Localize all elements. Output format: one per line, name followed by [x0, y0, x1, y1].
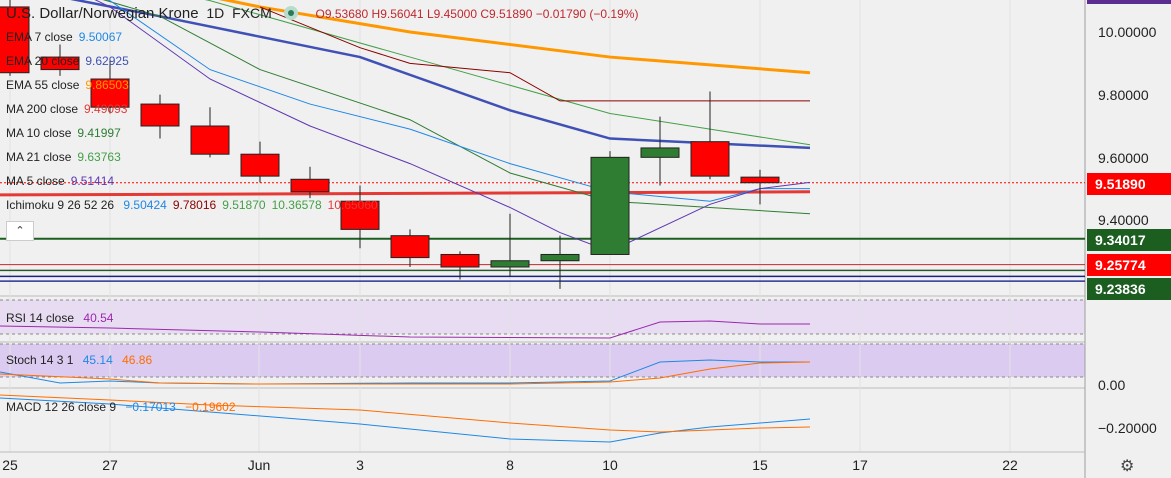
rsi-legend[interactable]: RSI 14 close 40.54 — [6, 311, 113, 325]
macd-signal-value: −0.19602 — [185, 400, 236, 414]
stoch-legend[interactable]: Stoch 14 3 1 45.14 46.86 — [6, 353, 152, 367]
ichimoku-value: 9.51870 — [222, 198, 266, 212]
ema55-line — [218, 0, 811, 75]
stoch-d-line — [0, 361, 811, 385]
stoch-k-line — [0, 359, 810, 385]
legend-label: EMA 55 close — [6, 78, 80, 92]
candle-body — [90, 78, 130, 108]
rsi-band — [0, 300, 1085, 334]
macd-value: −0.17013 — [125, 400, 176, 414]
candle-body — [390, 235, 430, 259]
candle-body — [690, 141, 730, 177]
legend-value: 9.86503 — [85, 78, 129, 92]
x-tick-label: 27 — [102, 457, 118, 473]
stoch-d-value: 46.86 — [122, 353, 153, 367]
price-tick: 9.40000 — [1098, 212, 1149, 228]
legend-row[interactable]: EMA 7 close 9.50067 — [6, 30, 122, 44]
rsi-label: RSI 14 close — [6, 311, 75, 325]
macd-line — [0, 397, 811, 443]
legend-value: 9.50067 — [78, 30, 123, 44]
legend-row[interactable]: MA 21 close 9.63763 — [6, 150, 121, 164]
ichimoku-value: 10.65060 — [327, 198, 378, 212]
legend-value: 9.41997 — [77, 126, 121, 140]
symbol-name[interactable]: U.S. Dollar/Norwegian Krone — [6, 5, 199, 22]
ma200-line — [0, 190, 811, 197]
legend-value: 9.62925 — [85, 54, 129, 68]
ema7-line — [105, 0, 810, 202]
kijun-line — [259, 6, 810, 102]
candle-body — [590, 156, 630, 255]
source: FXCM — [232, 5, 272, 21]
stoch-k-value: 45.14 — [82, 353, 113, 367]
price-tick: 10.00000 — [1098, 24, 1157, 40]
legend-label: MA 21 close — [6, 150, 72, 164]
axis-top-marker — [1087, 0, 1171, 4]
candle-body — [290, 178, 330, 193]
level-badge: 9.25774 — [1087, 254, 1171, 276]
candle-body — [40, 56, 80, 71]
ohlc-readout: O9.53680 H9.56041 L9.45000 C9.51890 −0.0… — [315, 7, 639, 21]
ichimoku-value: 9.50424 — [123, 198, 167, 212]
legend-label: EMA 7 close — [6, 30, 73, 44]
collapse-legend-button[interactable]: ⌃ — [6, 221, 34, 241]
rsi-line — [0, 320, 810, 339]
x-tick-label: Jun — [247, 457, 271, 473]
candle-body — [340, 200, 380, 230]
level-badge: 9.34017 — [1087, 229, 1171, 251]
x-tick-label: 25 — [2, 457, 18, 473]
x-tick-label: 10 — [602, 457, 618, 473]
legend-label: MA 10 close — [6, 126, 72, 140]
candle-body — [540, 253, 580, 262]
legend-row[interactable]: MA 5 close 9.51414 — [6, 174, 114, 188]
ichimoku-label: Ichimoku 9 26 52 26 — [6, 198, 115, 212]
legend-row[interactable]: EMA 55 close 9.86503 — [6, 78, 129, 92]
candle-body — [190, 125, 230, 155]
macd-signal-line — [0, 394, 811, 433]
legend-value: 9.63763 — [77, 150, 121, 164]
x-tick-label: 17 — [852, 457, 868, 473]
candle-body — [140, 103, 180, 127]
x-tick-label: 8 — [506, 457, 514, 473]
stoch-band — [0, 344, 1085, 377]
visibility-eye-icon[interactable] — [283, 6, 298, 20]
legend-value: 9.49093 — [84, 102, 128, 116]
stoch-label: Stoch 14 3 1 — [6, 353, 74, 367]
interval[interactable]: 1D — [206, 5, 225, 21]
ichimoku-legend[interactable]: Ichimoku 9 26 52 26 9.50424 9.78016 9.5187… — [6, 198, 378, 212]
candle-body — [0, 6, 30, 74]
price-tick: 9.60000 — [1098, 150, 1149, 166]
ma21-line — [204, 0, 811, 146]
legend-row[interactable]: EMA 20 close 9.62925 — [6, 54, 129, 68]
settings-gear-icon[interactable]: ⚙ — [1120, 458, 1135, 475]
candle-body — [740, 176, 780, 184]
ma5-line — [94, 0, 811, 252]
x-tick-label: 3 — [356, 457, 364, 473]
legend-row[interactable]: MA 10 close 9.41997 — [6, 126, 121, 140]
ema20-line — [70, 0, 811, 150]
macd-legend[interactable]: MACD 12 26 close 9 −0.17013 −0.19602 — [6, 400, 236, 414]
level-badge: 9.23836 — [1087, 278, 1171, 300]
macd-zero-tick: 0.00 — [1098, 377, 1126, 393]
last-price-badge: 9.51890 — [1087, 173, 1171, 195]
price-tick: 9.80000 — [1098, 87, 1149, 103]
candle-body — [440, 253, 480, 268]
legend-label: EMA 20 close — [6, 54, 80, 68]
candle-body — [640, 147, 680, 158]
macd-label: MACD 12 26 close 9 — [6, 400, 117, 414]
legend-label: MA 5 close — [6, 174, 65, 188]
candle-body — [240, 153, 280, 177]
x-tick-label: 15 — [752, 457, 768, 473]
macd-tick: −0.20000 — [1098, 420, 1157, 436]
x-tick-label: 22 — [1002, 457, 1018, 473]
ichimoku-value: 10.36578 — [271, 198, 322, 212]
legend-row[interactable]: MA 200 close 9.49093 — [6, 102, 127, 116]
rsi-value: 40.54 — [83, 311, 114, 325]
candle-body — [490, 260, 530, 268]
legend-label: MA 200 close — [6, 102, 79, 116]
legend-value: 9.51414 — [70, 174, 115, 188]
ichimoku-value: 9.78016 — [172, 198, 217, 212]
chart-header: U.S. Dollar/Norwegian Krone 1D FXCM O9.5… — [6, 5, 638, 22]
